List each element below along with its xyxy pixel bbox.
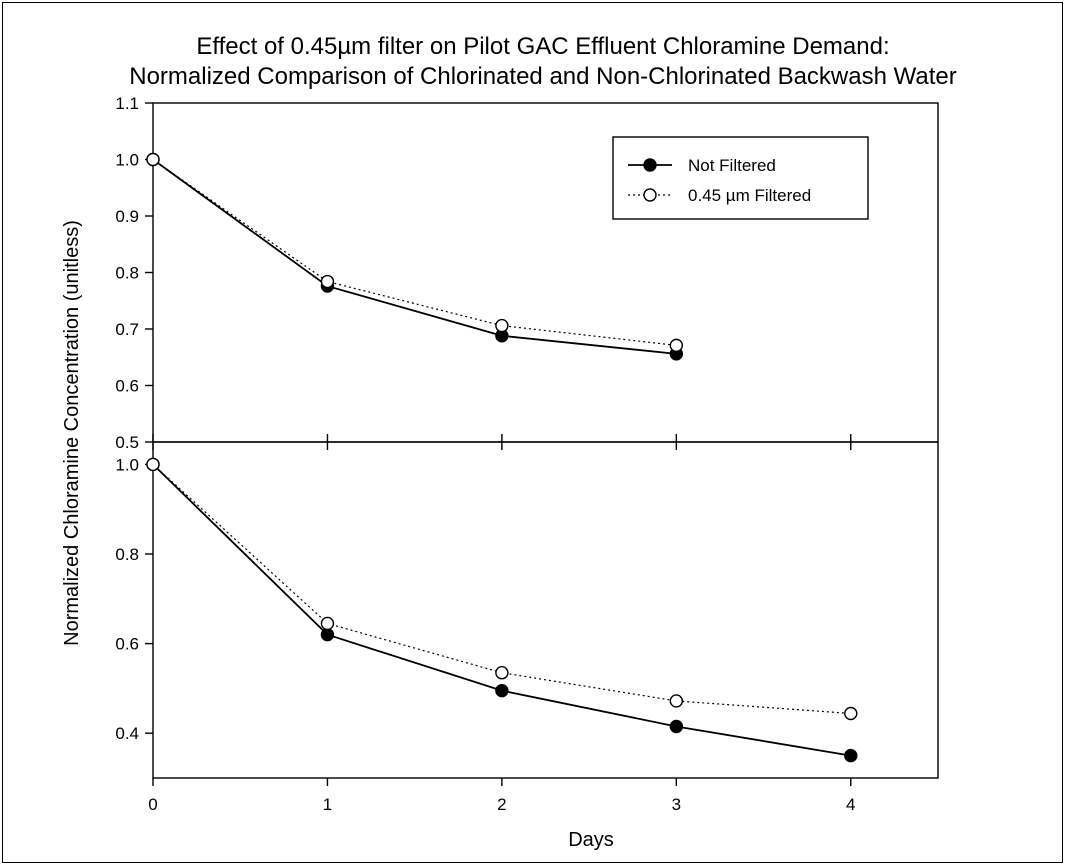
data-point-open xyxy=(844,706,858,721)
data-point-open xyxy=(669,338,684,353)
lower-panel-box xyxy=(152,441,939,779)
y-tick-label: 0.7 xyxy=(115,320,139,339)
data-point-open xyxy=(669,694,684,708)
y-axis-label: Normalized Chloramine Concentration (uni… xyxy=(61,220,83,646)
x-tick-label: 3 xyxy=(672,795,681,814)
x-tick-label: 1 xyxy=(323,795,332,814)
data-point-open xyxy=(495,318,509,333)
data-point-open xyxy=(146,457,160,472)
series-line xyxy=(152,463,851,757)
legend-box xyxy=(612,136,869,220)
y-tick-label: 0.4 xyxy=(115,724,139,743)
legend-entry: Not Filtered xyxy=(688,156,776,175)
legend-marker-filled xyxy=(643,158,657,172)
y-tick-label: 0.5 xyxy=(115,433,139,452)
x-tick-label: 2 xyxy=(497,795,506,814)
data-point-open xyxy=(495,666,509,680)
series-line xyxy=(152,158,677,355)
y-tick-label: 0.8 xyxy=(115,545,139,564)
data-point-filled xyxy=(320,627,335,642)
y-tick-label: 0.9 xyxy=(115,207,139,226)
y-tick-label: 0.6 xyxy=(115,635,139,654)
x-tick-label: 0 xyxy=(148,795,157,814)
x-axis-label: Days xyxy=(568,829,614,851)
y-tick-label: 0.8 xyxy=(115,264,139,283)
data-point-filled xyxy=(495,683,509,698)
x-tick-label: 4 xyxy=(846,795,855,814)
y-tick-label: 1.0 xyxy=(115,455,139,474)
y-tick-label: 1.1 xyxy=(115,94,139,113)
legend-entry: 0.45 µm Filtered xyxy=(688,186,811,205)
plot-area: 0.5 0.6 0.7 0.8 0.9 1.0 1.1 0.4 0.6 0.8 1.0 0 1 2 3 4 No… xyxy=(115,94,939,814)
data-point-open xyxy=(146,152,160,167)
data-point-open xyxy=(320,274,335,289)
y-tick-label: 0.6 xyxy=(115,377,139,396)
legend-marker-open xyxy=(643,188,657,202)
series-line xyxy=(152,159,677,346)
data-point-filled xyxy=(844,748,858,763)
chart-title: Effect of 0.45µm filter on Pilot GAC Eff… xyxy=(196,33,889,60)
data-point-open xyxy=(320,616,335,631)
chart-subtitle: Normalized Comparison of Chlorinated and… xyxy=(129,63,957,90)
data-point-filled xyxy=(669,719,684,734)
y-tick-label: 1.0 xyxy=(115,151,139,170)
